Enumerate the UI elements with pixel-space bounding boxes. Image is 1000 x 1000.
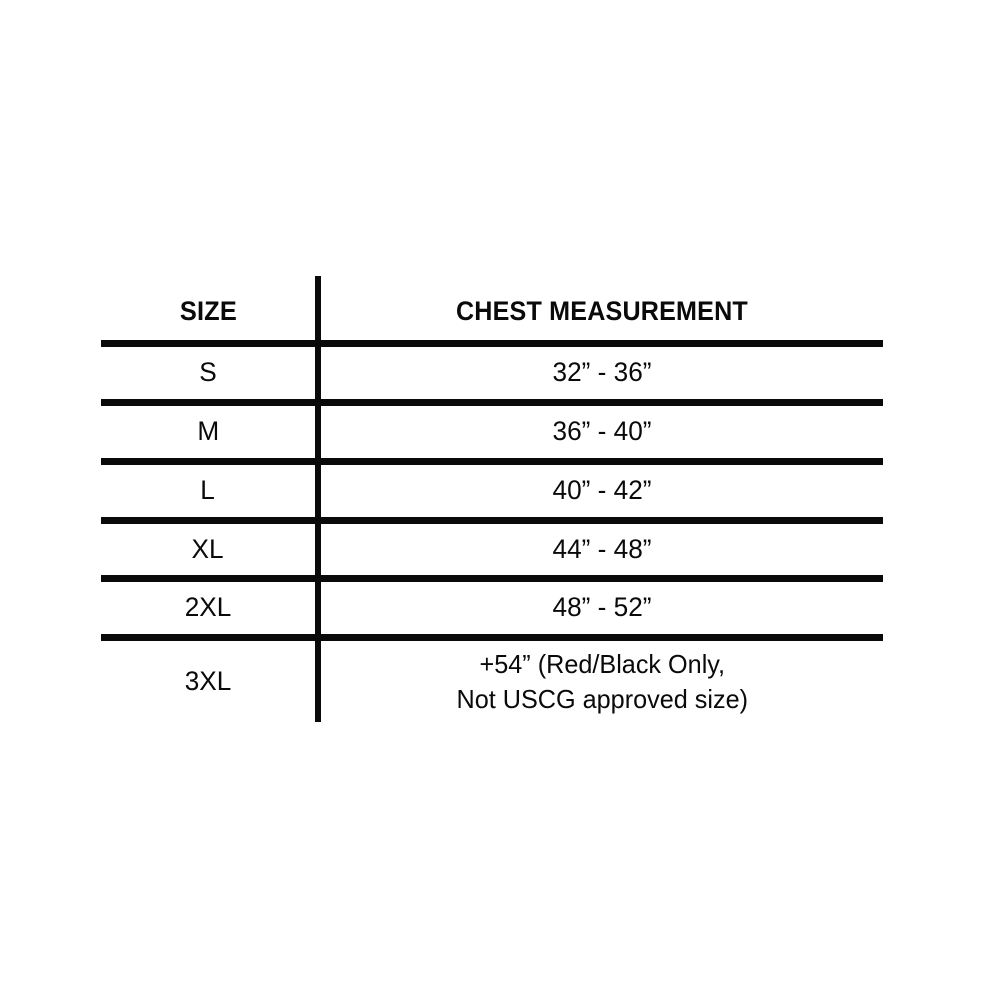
cell-size-3xl: 3XL [184,665,232,696]
table-row: M [101,406,315,458]
size-chart-table: SIZE CHEST MEASUREMENT S 32” - 36” M 36”… [101,268,883,728]
cell-size-l: L [200,475,216,506]
column-header-size: SIZE [101,284,315,340]
table-row: XL [101,524,315,575]
table-row: S [101,347,315,399]
table-rule-header-bottom [101,340,883,347]
table-row: 36” - 40” [321,406,883,458]
cell-chest-s: 32” - 36” [552,357,652,388]
table-rule-row-1-bottom [101,458,883,465]
table-row: 40” - 42” [321,465,883,517]
table-rule-row-3-bottom [101,575,883,582]
cell-chest-l: 40” - 42” [552,475,652,506]
cell-size-xl: XL [191,533,225,564]
cell-size-2xl: 2XL [184,592,232,623]
column-header-chest: CHEST MEASUREMENT [321,284,883,340]
cell-chest-xl: 44” - 48” [552,533,652,564]
cell-chest-2xl: 48” - 52” [552,592,652,623]
table-row: 2XL [101,582,315,634]
table-row: 3XL [101,641,315,722]
table-row: +54” (Red/Black Only, Not USCG approved … [321,641,883,722]
table-row: 32” - 36” [321,347,883,399]
table-row: L [101,465,315,517]
cell-size-s: S [199,357,217,388]
table-row: 44” - 48” [321,524,883,575]
cell-chest-m: 36” - 40” [552,416,652,447]
column-header-chest-label: CHEST MEASUREMENT [456,296,748,327]
cell-size-m: M [197,416,219,447]
column-header-size-label: SIZE [179,296,237,327]
table-row: 48” - 52” [321,582,883,634]
cell-chest-3xl: +54” (Red/Black Only, Not USCG approved … [456,649,748,714]
table-rule-row-4-bottom [101,634,883,641]
table-column-divider [315,276,321,722]
table-rule-row-0-bottom [101,399,883,406]
table-rule-row-2-bottom [101,517,883,524]
